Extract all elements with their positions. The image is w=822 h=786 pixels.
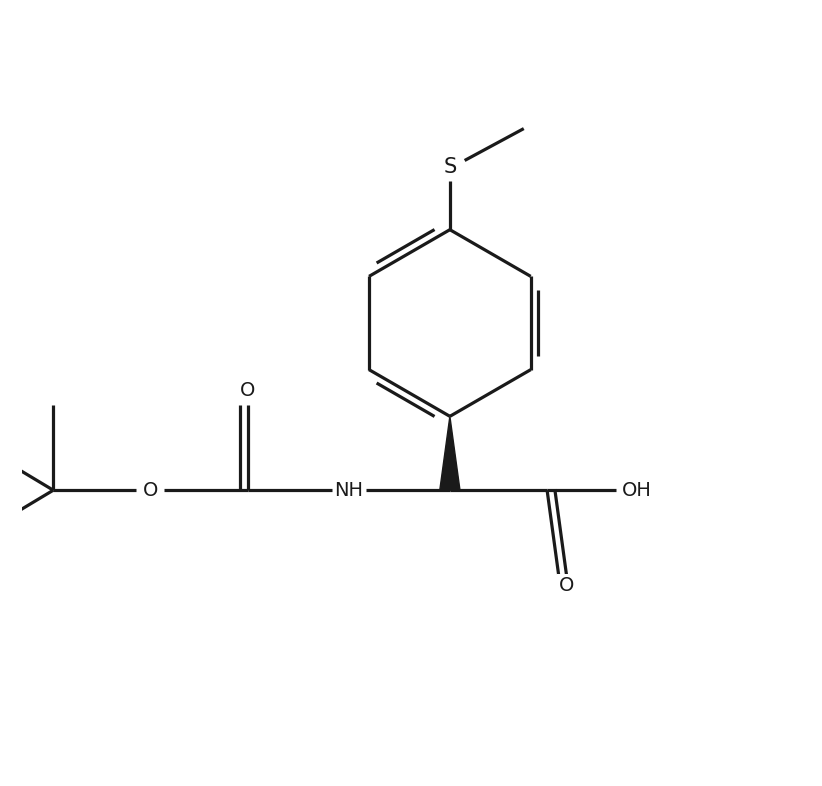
- Text: O: O: [143, 481, 158, 500]
- Text: NH: NH: [335, 481, 363, 500]
- Text: O: O: [240, 381, 256, 400]
- Polygon shape: [440, 417, 460, 490]
- Text: S: S: [443, 157, 456, 178]
- Text: OH: OH: [621, 481, 652, 500]
- Text: O: O: [559, 575, 575, 594]
